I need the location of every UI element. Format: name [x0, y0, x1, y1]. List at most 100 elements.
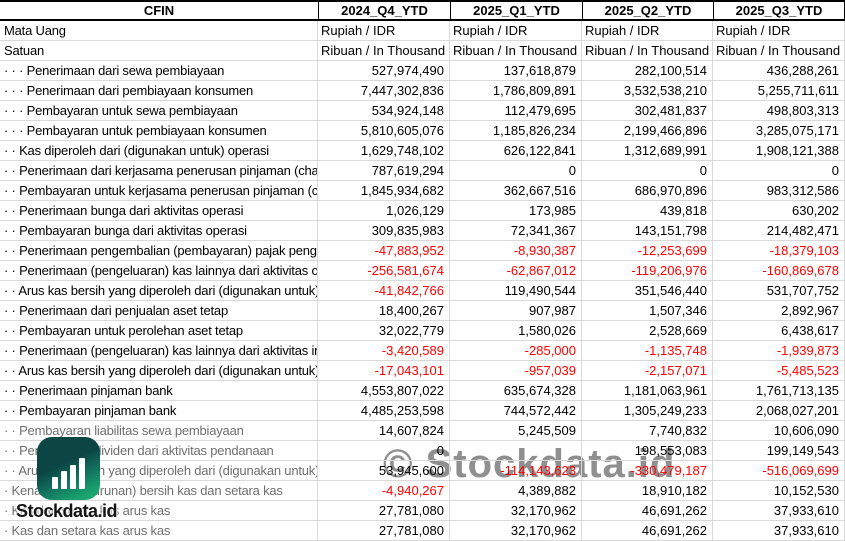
cell-value[interactable]: 1,181,063,961 [582, 381, 713, 401]
cell-value[interactable]: -119,206,976 [582, 261, 713, 281]
row-label[interactable]: Mata Uang [0, 21, 318, 41]
cell-value[interactable]: 1,908,121,388 [713, 141, 845, 161]
cell-value[interactable]: 1,845,934,682 [318, 181, 450, 201]
cell-value[interactable]: 787,619,294 [318, 161, 450, 181]
cell-value[interactable]: -516,069,699 [713, 461, 845, 481]
cell-value[interactable]: 32,022,779 [318, 321, 450, 341]
cell-value[interactable]: 214,482,471 [713, 221, 845, 241]
cell-value[interactable]: 27,781,080 [318, 521, 450, 541]
cell-value[interactable]: 1,761,713,135 [713, 381, 845, 401]
row-label[interactable]: · · Arus kas bersih yang diperoleh dari … [0, 361, 318, 381]
cell-value[interactable]: Ribuan / In Thousand [713, 41, 845, 61]
cell-value[interactable]: 53,945,600 [318, 461, 450, 481]
cell-value[interactable]: 0 [450, 161, 582, 181]
cell-value[interactable]: Rupiah / IDR [713, 21, 845, 41]
cell-value[interactable]: -17,043,101 [318, 361, 450, 381]
cell-value[interactable]: 0 [713, 161, 845, 181]
cell-value[interactable]: 2,199,466,896 [582, 121, 713, 141]
row-label[interactable]: · · Kas diperoleh dari (digunakan untuk)… [0, 141, 318, 161]
cell-value[interactable]: Ribuan / In Thousand [582, 41, 713, 61]
row-label[interactable]: · · · Penerimaan dari pembiayaan konsume… [0, 81, 318, 101]
cell-value[interactable]: 4,553,807,022 [318, 381, 450, 401]
cell-value[interactable]: 198,553,083 [582, 441, 713, 461]
cell-value[interactable]: 14,607,824 [318, 421, 450, 441]
cell-value[interactable]: 362,667,516 [450, 181, 582, 201]
cell-value[interactable]: 626,122,841 [450, 141, 582, 161]
cell-value[interactable]: 686,970,896 [582, 181, 713, 201]
cell-value[interactable]: 173,985 [450, 201, 582, 221]
cell-value[interactable]: 6,438,617 [713, 321, 845, 341]
row-label[interactable]: · · Pembayaran bunga dari aktivitas oper… [0, 221, 318, 241]
cell-value[interactable]: -12,253,699 [582, 241, 713, 261]
column-header-2025_q2_ytd[interactable]: 2025_Q2_YTD [582, 2, 713, 19]
row-label[interactable]: · · · Pembayaran untuk pembiayaan konsum… [0, 121, 318, 141]
cell-value[interactable]: 5,255,711,611 [713, 81, 845, 101]
cell-value[interactable]: 302,481,837 [582, 101, 713, 121]
row-label[interactable]: · · Pembayaran untuk kerjasama penerusan… [0, 181, 318, 201]
cell-value[interactable]: 7,740,832 [582, 421, 713, 441]
cell-value[interactable]: 1,026,129 [318, 201, 450, 221]
cell-value[interactable]: 2,068,027,201 [713, 401, 845, 421]
cell-value[interactable]: 143,151,798 [582, 221, 713, 241]
cell-value[interactable]: Rupiah / IDR [318, 21, 450, 41]
row-label[interactable]: · · Penerimaan pinjaman bank [0, 381, 318, 401]
cell-value[interactable]: 32,170,962 [450, 501, 582, 521]
cell-value[interactable]: 439,818 [582, 201, 713, 221]
cell-value[interactable]: 32,170,962 [450, 521, 582, 541]
cell-value[interactable]: 37,933,610 [713, 501, 845, 521]
cell-value[interactable]: 3,285,075,171 [713, 121, 845, 141]
cell-value[interactable]: 635,674,328 [450, 381, 582, 401]
row-label[interactable]: · · Penerimaan pengembalian (pembayaran)… [0, 241, 318, 261]
cell-value[interactable]: 983,312,586 [713, 181, 845, 201]
cell-value[interactable]: 498,803,313 [713, 101, 845, 121]
cell-value[interactable]: 282,100,514 [582, 61, 713, 81]
column-header-cfin[interactable]: CFIN [143, 3, 175, 18]
cell-value[interactable]: 1,185,826,234 [450, 121, 582, 141]
cell-value[interactable]: 2,528,669 [582, 321, 713, 341]
row-label[interactable]: · Kas dan setara kas arus kas [0, 521, 318, 541]
cell-value[interactable]: 630,202 [713, 201, 845, 221]
cell-value[interactable]: -41,842,766 [318, 281, 450, 301]
cell-value[interactable]: 1,580,026 [450, 321, 582, 341]
cell-value[interactable]: -4,940,267 [318, 481, 450, 501]
cell-value[interactable]: 4,389,882 [450, 481, 582, 501]
cell-value[interactable]: -160,869,678 [713, 261, 845, 281]
column-header-2025_q1_ytd[interactable]: 2025_Q1_YTD [450, 2, 582, 19]
row-label[interactable]: · · Penerimaan dari kerjasama penerusan … [0, 161, 318, 181]
cell-value[interactable]: -47,883,952 [318, 241, 450, 261]
cell-value[interactable]: 534,924,148 [318, 101, 450, 121]
row-label[interactable]: · · · Penerimaan dari sewa pembiayaan [0, 61, 318, 81]
row-label[interactable]: · · Penerimaan dari penjualan aset tetap [0, 301, 318, 321]
cell-value[interactable]: 18,910,182 [582, 481, 713, 501]
cell-value[interactable]: -8,930,387 [450, 241, 582, 261]
cell-value[interactable]: 1,305,249,233 [582, 401, 713, 421]
cell-value[interactable]: 10,606,090 [713, 421, 845, 441]
cell-value[interactable]: 527,974,490 [318, 61, 450, 81]
cell-value[interactable]: -18,379,103 [713, 241, 845, 261]
row-label[interactable]: · · Penerimaan (pengeluaran) kas lainnya… [0, 341, 318, 361]
cell-value[interactable]: 137,618,879 [450, 61, 582, 81]
cell-value[interactable]: 10,152,530 [713, 481, 845, 501]
cell-value[interactable]: -1,135,748 [582, 341, 713, 361]
cell-value[interactable]: -285,000 [450, 341, 582, 361]
cell-value[interactable]: Ribuan / In Thousand [450, 41, 582, 61]
cell-value[interactable]: 2,892,967 [713, 301, 845, 321]
cell-value[interactable] [450, 441, 582, 461]
cell-value[interactable]: 3,532,538,210 [582, 81, 713, 101]
cell-value[interactable]: 436,288,261 [713, 61, 845, 81]
cell-value[interactable]: -2,157,071 [582, 361, 713, 381]
cell-value[interactable]: Ribuan / In Thousand [318, 41, 450, 61]
cell-value[interactable]: 1,786,809,891 [450, 81, 582, 101]
cell-value[interactable]: 46,691,262 [582, 501, 713, 521]
cell-value[interactable]: -330,479,187 [582, 461, 713, 481]
cell-value[interactable]: 5,245,509 [450, 421, 582, 441]
cell-value[interactable]: -957,039 [450, 361, 582, 381]
cell-value[interactable]: 1,312,689,991 [582, 141, 713, 161]
cell-value[interactable]: 744,572,442 [450, 401, 582, 421]
cell-value[interactable]: 112,479,695 [450, 101, 582, 121]
column-header-2024_q4_ytd[interactable]: 2024_Q4_YTD [318, 2, 450, 19]
cell-value[interactable]: 72,341,367 [450, 221, 582, 241]
row-label[interactable]: · · Penerimaan (pengeluaran) kas lainnya… [0, 261, 318, 281]
cell-value[interactable]: 119,490,544 [450, 281, 582, 301]
cell-value[interactable]: 1,629,748,102 [318, 141, 450, 161]
